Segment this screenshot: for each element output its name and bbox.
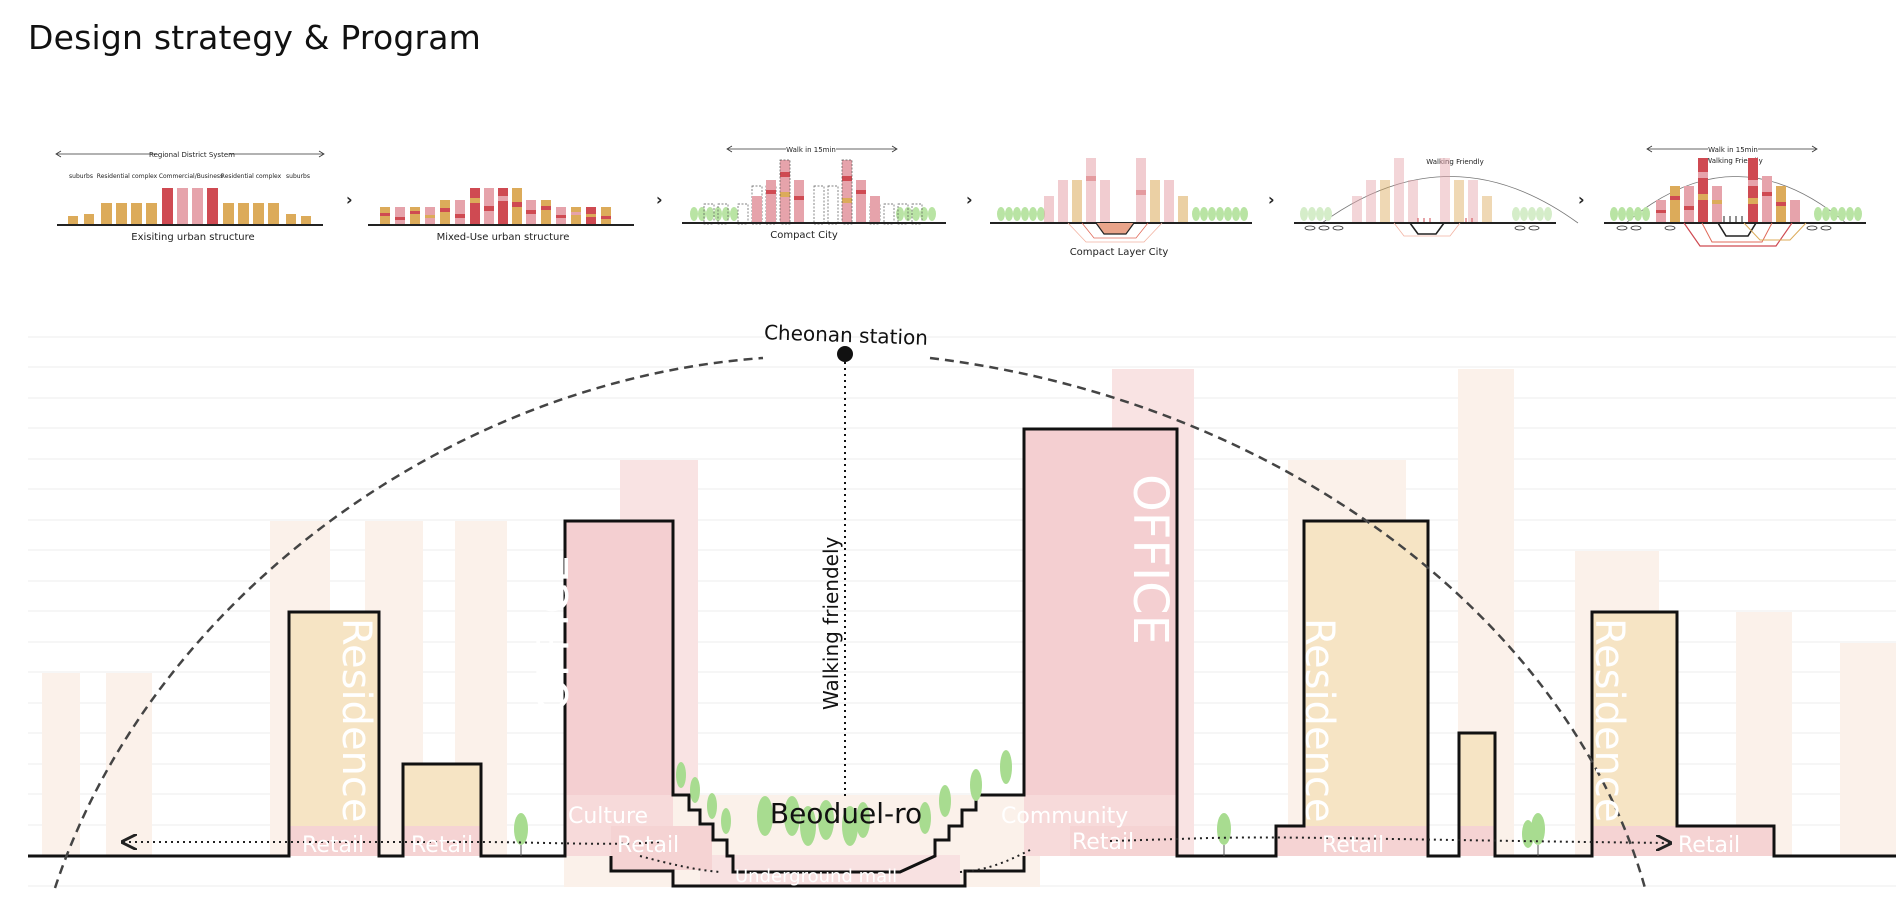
culture-label: Culture (568, 804, 648, 829)
step-mixed-use: Mixed-Use urban structure (368, 188, 634, 243)
step-compact-layer: Compact Layer City (990, 158, 1252, 258)
step-label: Compact City (770, 230, 838, 241)
retail-label: Retail (1072, 830, 1134, 855)
tree-icon (1000, 750, 1012, 784)
retail-label: Retail (1322, 833, 1384, 858)
tree-icon (514, 813, 528, 845)
strategy-strip: Regional District System suburbs Residen… (56, 144, 1866, 258)
station-marker-icon (837, 346, 853, 362)
chevron-right-icon: › (1268, 190, 1275, 209)
mixed-bars (380, 188, 611, 224)
step-walking-friendly: Walking Friendly (1294, 158, 1578, 236)
final-bars (1656, 158, 1800, 224)
station-label: Cheonan station (764, 320, 929, 350)
retail-label: Retail (617, 833, 679, 858)
zone-label: Commercial/Business (159, 173, 223, 180)
chevron-right-icon: › (966, 190, 973, 209)
tree-icon (1217, 813, 1231, 845)
step-label: Mixed-Use urban structure (437, 232, 570, 243)
step-label: Exisiting urban structure (131, 232, 254, 243)
zone-label: suburbs (286, 173, 310, 180)
office-label: OFFICE (528, 555, 579, 712)
step-final: Walk in 15min Walking Friendly (1604, 144, 1866, 246)
community-label: Community (1001, 804, 1128, 829)
chevron-right-icon: › (1578, 190, 1585, 209)
tree-icon (1531, 813, 1545, 845)
layer-bars (1044, 158, 1188, 224)
walk-label: Walk in 15min (1708, 146, 1758, 154)
final-cars (1617, 226, 1831, 230)
arc-label: Walking Friendly (1426, 158, 1483, 166)
compact-bars (752, 160, 880, 224)
wf-bars (1352, 158, 1492, 224)
chevron-right-icon: › (346, 190, 353, 209)
retail-label: Retail (411, 833, 473, 858)
tree-icon (690, 777, 700, 803)
step-compact-city: Walk in 15min (682, 144, 946, 241)
tree-icon (707, 793, 717, 819)
walk-label: Walk in 15min (786, 146, 836, 154)
residence-label: Residence (1296, 618, 1342, 823)
compact-ghosts-top (780, 160, 852, 224)
office-label: OFFICE (1122, 474, 1178, 645)
zone-label: suburbs (69, 173, 93, 180)
design-diagram: Regional District System suburbs Residen… (0, 0, 1896, 916)
tree-icon (721, 808, 731, 834)
compact-trees (690, 207, 936, 221)
wf-cars (1305, 226, 1539, 230)
retail-label: Retail (1678, 833, 1740, 858)
tree-icon (939, 785, 951, 817)
residence-label: Residence (333, 618, 379, 823)
existing-bars (68, 188, 311, 224)
retail-label: Retail (302, 833, 364, 858)
chevron-right-icon: › (656, 190, 663, 209)
walk-label-vertical: Walking friendely (819, 536, 843, 710)
step-label: Compact Layer City (1070, 247, 1169, 258)
underground-label: Underground mall (735, 866, 897, 887)
layer-trees (997, 207, 1248, 221)
road-label: Beoduel-ro (770, 797, 922, 830)
zone-label: Residential complex (221, 173, 282, 180)
residence-label: Residence (1586, 618, 1632, 823)
zone-label: Residential complex (97, 173, 158, 180)
urban-section: Cheonan station Walking friendely Beodue… (28, 320, 1896, 888)
tree-icon (676, 762, 686, 788)
office-building-left (565, 521, 673, 795)
regional-label: Regional District System (149, 151, 235, 159)
tree-icon (970, 769, 982, 801)
step-existing: Regional District System suburbs Residen… (56, 149, 324, 243)
wf-trees (1300, 207, 1552, 221)
